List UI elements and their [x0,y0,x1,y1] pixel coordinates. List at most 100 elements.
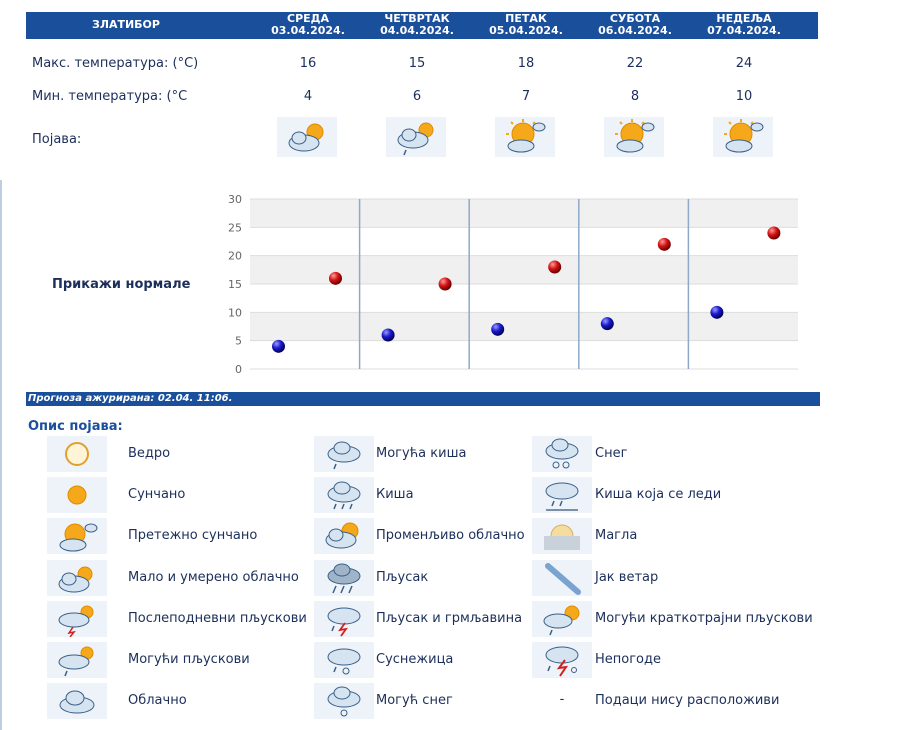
day-header-0: СРЕДА 03.04.2024. [253,13,363,37]
grid-band [250,312,798,341]
day-weather-icon [386,117,446,157]
legend-label: Киша која се леди [595,487,722,503]
partly-cloudy-icon [288,123,324,152]
phenomenon-label: Појава: [32,132,82,147]
day-header-3: СУБОТА 06.04.2024. [580,13,690,37]
station-name: ЗЛАТИБОР [92,18,160,31]
legend-label: Пљусак и грмљавина [376,610,523,626]
day-name: СУБОТА [609,12,661,25]
day-date: 06.04.2024. [598,24,672,37]
rain-icon [314,477,374,514]
min-temp-point [600,317,614,331]
day-weather-icon [604,117,664,157]
shower-icon [314,559,374,596]
y-tick-label: 30 [228,193,242,206]
legend-label: Могући краткотрајни пљускови [595,610,813,626]
thunder-shower-icon [314,600,374,637]
max-temp-point [328,271,342,285]
min-temp-value: 6 [412,89,422,104]
min-temp-value: 4 [303,89,313,104]
short-showers-icon [532,600,592,637]
max-temp-value: 22 [626,56,644,71]
mostly-sunny-icon [47,518,107,555]
legend-label: Променљиво облачно [376,528,525,544]
y-tick-label: 10 [228,306,242,319]
legend-label: Подаци нису расположиви [595,693,780,709]
variable-cloudy-icon [314,518,374,555]
legend-label: Ведро [128,446,171,461]
day-name: НЕДЕЉА [716,12,772,25]
legend-title: Опис појава: [28,419,123,434]
grid-band [250,199,798,228]
legend-label: Киша [376,487,414,503]
possible-snow-icon [314,683,374,720]
legend-label: Могућа киша [376,446,467,461]
min-temp-value: 8 [630,89,640,104]
y-tick-label: 25 [228,221,242,234]
min-temp-label: Мин. температура: (°C [32,89,188,104]
legend-label: Послеподневни пљускови [128,610,307,626]
mostly-sunny-icon [724,119,764,153]
cloudy-icon [47,683,107,720]
legend-label: Снег [595,446,628,461]
day-date: 07.04.2024. [707,24,781,37]
grid-band [250,340,798,369]
y-tick-label: 5 [235,335,242,348]
legend-label: Магла [595,528,638,544]
day-name: ПЕТАК [505,12,547,25]
freezing-rain-icon [532,477,592,514]
mostly-sunny-icon [506,119,546,153]
fog-icon [532,518,592,555]
min-temp-value: 7 [521,89,531,104]
afternoon-showers-icon [47,600,107,638]
y-tick-label: 20 [228,250,242,263]
mostly-sunny-icon [615,119,655,153]
min-temp-point [710,305,724,319]
partly-cloudy-icon [47,559,107,596]
legend-label: Могући пљускови [128,652,250,667]
strong-wind-icon [532,559,592,596]
y-tick-label: 15 [228,278,242,291]
day-date: 03.04.2024. [271,24,345,37]
clear-sun-icon [47,436,107,472]
sleet-icon [314,642,374,678]
forecast-header: ЗЛАТИБОР СРЕДА 03.04.2024. ЧЕТВРТАК 04.0… [26,12,818,39]
grid-band [250,227,798,256]
grid-band [250,284,798,313]
legend-label: Суснежица [376,652,454,667]
day-name: СРЕДА [287,12,329,25]
max-temp-value: 15 [408,56,426,71]
legend-label: Сунчано [128,487,186,503]
max-temp-point [438,277,452,291]
legend-label: Пљусак [376,569,429,585]
min-temp-value: 10 [735,89,753,104]
possible-showers-icon [397,122,434,156]
y-tick-label: 0 [235,363,242,376]
temperature-chart: 0 5 10 15 20 25 30 [220,190,810,384]
day-date: 04.04.2024. [380,24,454,37]
possible-rain-icon [314,436,374,472]
show-normals-link[interactable]: Прикажи нормале [52,277,191,292]
legend-label: Претежно сунчано [128,528,258,544]
snow-icon [532,436,592,472]
day-date: 05.04.2024. [489,24,563,37]
max-temp-point [767,226,781,240]
possible-showers-icon [47,642,107,678]
max-temp-value: 18 [517,56,535,71]
max-temp-value: 16 [299,56,317,71]
temperature-chart-svg: 0 5 10 15 20 25 30 [228,193,798,376]
left-border-line [0,180,2,730]
legend-label: Мало и умерено облачно [128,569,299,585]
day-header-2: ПЕТАК 05.04.2024. [471,13,581,37]
legend-label: Могућ снег [376,693,453,709]
min-temp-point [491,322,505,336]
forecast-update-bar: Прогноза ажурирана: 02.04. 11:06. [26,392,820,406]
min-temp-point [271,339,285,353]
max-temp-point [548,260,562,274]
max-temp-point [657,237,671,251]
day-weather-icon [713,117,773,157]
no-data-symbol: - [559,692,565,708]
max-temp-label: Макс. температура: (°C) [32,56,199,71]
day-header-4: НЕДЕЉА 07.04.2024. [689,13,799,37]
day-weather-icon [277,117,337,157]
